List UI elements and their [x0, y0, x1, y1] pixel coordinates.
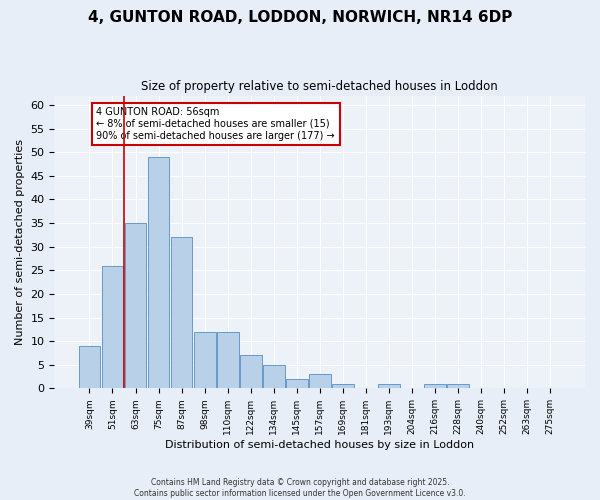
Text: 4, GUNTON ROAD, LODDON, NORWICH, NR14 6DP: 4, GUNTON ROAD, LODDON, NORWICH, NR14 6D…: [88, 10, 512, 25]
Text: Contains HM Land Registry data © Crown copyright and database right 2025.
Contai: Contains HM Land Registry data © Crown c…: [134, 478, 466, 498]
Bar: [309, 374, 331, 388]
Bar: [424, 384, 446, 388]
Bar: [101, 266, 124, 388]
Bar: [125, 223, 146, 388]
Bar: [332, 384, 353, 388]
Bar: [194, 332, 215, 388]
Bar: [148, 157, 169, 388]
Bar: [378, 384, 400, 388]
Y-axis label: Number of semi-detached properties: Number of semi-detached properties: [15, 139, 25, 345]
Bar: [263, 364, 284, 388]
Bar: [286, 379, 308, 388]
Bar: [217, 332, 239, 388]
Bar: [79, 346, 100, 389]
X-axis label: Distribution of semi-detached houses by size in Loddon: Distribution of semi-detached houses by …: [165, 440, 474, 450]
Bar: [170, 237, 193, 388]
Text: 4 GUNTON ROAD: 56sqm
← 8% of semi-detached houses are smaller (15)
90% of semi-d: 4 GUNTON ROAD: 56sqm ← 8% of semi-detach…: [97, 108, 335, 140]
Title: Size of property relative to semi-detached houses in Loddon: Size of property relative to semi-detach…: [142, 80, 498, 93]
Bar: [239, 356, 262, 388]
Bar: [447, 384, 469, 388]
